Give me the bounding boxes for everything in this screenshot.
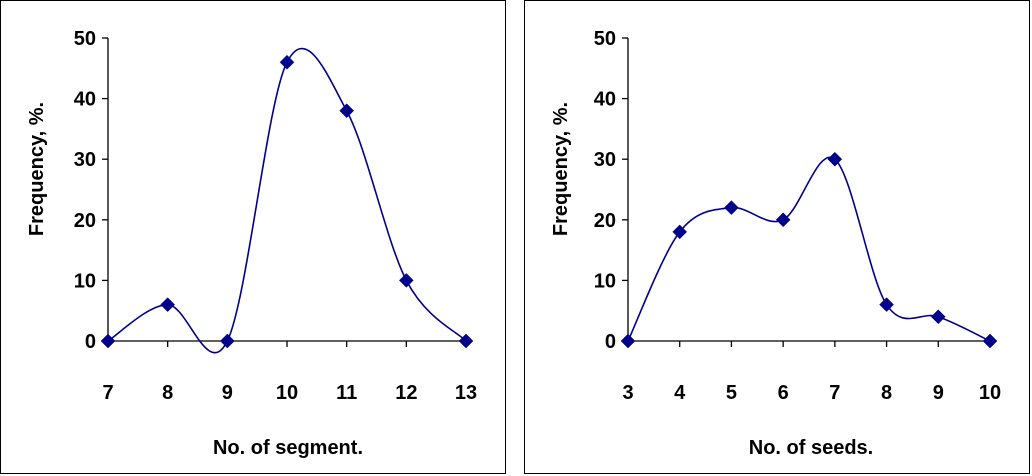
x-tick-label: 9 — [933, 382, 944, 404]
y-tick-label: 20 — [74, 210, 96, 232]
y-tick-label: 0 — [85, 331, 96, 353]
x-axis-label: No. of segment. — [213, 437, 363, 459]
x-tick-label: 8 — [881, 382, 892, 404]
x-tick-label: 3 — [622, 382, 633, 404]
y-tick-label: 0 — [605, 331, 616, 353]
y-tick-label: 40 — [594, 89, 616, 111]
chart-panel-segments: Frequency, %. No. of segment. 0 10 20 30 40 5… — [0, 0, 506, 474]
x-tick-label: 13 — [455, 382, 477, 404]
data-point-marker — [160, 297, 176, 312]
y-tick-label: 50 — [74, 28, 96, 50]
data-point-marker — [219, 333, 235, 349]
y-tick-label: 40 — [74, 89, 96, 111]
x-axis-label: No. of seeds. — [749, 437, 873, 459]
y-axis-label: Frequency, %. — [26, 102, 48, 236]
data-point-marker — [724, 200, 739, 216]
y-tick-label: 30 — [74, 149, 96, 171]
x-tick-label: 4 — [674, 382, 686, 404]
x-tick-label: 5 — [726, 382, 737, 404]
data-point-marker — [339, 103, 355, 119]
segments-chart-svg: Frequency, %. No. of segment. 0 10 20 30 40 5… — [26, 28, 477, 459]
x-tick-label: 7 — [829, 382, 840, 404]
y-tick-label: 20 — [594, 210, 616, 232]
data-point-marker — [827, 151, 843, 167]
data-point-marker — [775, 212, 791, 228]
x-tick-label: 8 — [162, 382, 173, 404]
y-tick-label: 30 — [594, 149, 616, 171]
data-point-marker — [279, 54, 295, 70]
series-line — [107, 47, 467, 354]
data-point-marker — [620, 333, 636, 349]
x-tick-label: 6 — [778, 382, 789, 404]
seeds-chart-svg: Frequency, %. No. of seeds. 0 10 20 30 40 50 3… — [550, 28, 1001, 459]
y-tick-label: 10 — [74, 270, 96, 292]
data-point-marker — [879, 297, 894, 312]
data-point-marker — [930, 309, 946, 325]
data-point-marker — [672, 224, 688, 240]
x-tick-label: 12 — [395, 382, 417, 404]
x-tick-label: 11 — [336, 382, 357, 404]
x-tick-label: 9 — [222, 382, 233, 404]
y-tick-label: 10 — [594, 270, 616, 292]
data-point-marker — [100, 333, 116, 349]
x-tick-label: 10 — [276, 382, 298, 404]
data-point-marker — [982, 333, 998, 349]
chart-panel-seeds: Frequency, %. No. of seeds. 0 10 20 30 40 50 3… — [524, 0, 1030, 474]
x-tick-label: 7 — [102, 382, 113, 404]
y-axis-label: Frequency, %. — [550, 102, 572, 236]
x-tick-label: 10 — [979, 382, 1001, 404]
data-point-marker — [458, 333, 474, 349]
y-tick-label: 50 — [594, 28, 616, 50]
data-point-marker — [398, 273, 414, 288]
